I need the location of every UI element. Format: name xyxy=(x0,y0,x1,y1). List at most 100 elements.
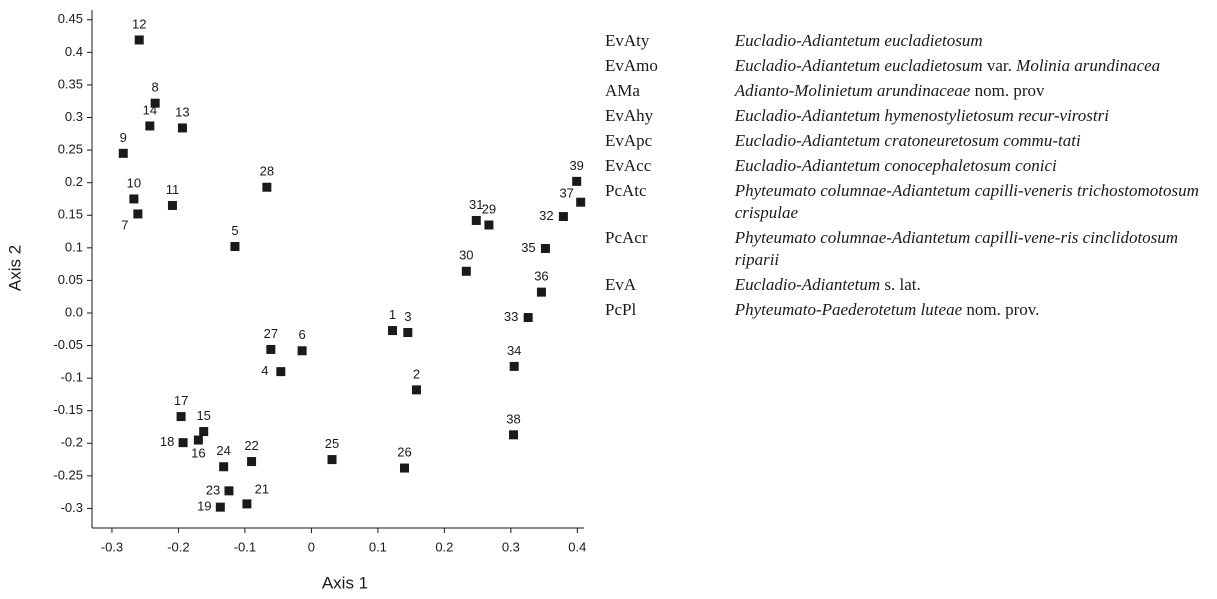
code: EvA xyxy=(605,275,637,294)
point-label: 36 xyxy=(534,269,548,284)
point-label: 39 xyxy=(569,158,583,173)
y-tick-label: 0.35 xyxy=(58,76,83,91)
point xyxy=(399,463,409,473)
description: Eucladio-Adiantetum conocephaletosum con… xyxy=(735,155,1215,180)
y-tick-label: 0.4 xyxy=(65,44,83,59)
y-tick-label: 0.15 xyxy=(58,207,83,222)
legend-row: EvAcc Eucladio-Adiantetum conocephaletosu… xyxy=(605,155,1215,180)
description: Phyteumato-Paederotetum luteae nom. prov… xyxy=(735,299,1215,324)
code: AMa xyxy=(605,81,640,100)
legend-row: EvAmo Eucladio-Adiantetum eucladietosum v… xyxy=(605,55,1215,80)
description-part: Molinia arundinacea xyxy=(1016,56,1161,75)
point xyxy=(572,176,582,186)
y-tick-label: 0.25 xyxy=(58,142,83,157)
point-label: 6 xyxy=(298,327,305,342)
point xyxy=(388,326,398,336)
y-tick-label: 0.05 xyxy=(58,272,83,287)
point-label: 12 xyxy=(132,16,146,31)
y-tick-label: 0.1 xyxy=(65,239,83,254)
code: PcAtc xyxy=(605,181,647,200)
point xyxy=(247,457,257,467)
point xyxy=(266,344,276,354)
description-part: Eucladio-Adiantetum xyxy=(734,275,881,294)
point-label: 31 xyxy=(469,197,483,212)
description-part: Phyteumato columnae-Adiantetum capilli-v… xyxy=(734,228,1179,269)
x-tick-label: 0.1 xyxy=(369,539,387,554)
point xyxy=(576,197,586,207)
point-label: 23 xyxy=(206,482,220,497)
point xyxy=(523,313,533,323)
legend-row: EvAty Eucladio-Adiantetum eucladietosum xyxy=(605,30,1215,55)
legend-table: EvAty Eucladio-Adiantetum eucladietosum Ev… xyxy=(605,30,1215,324)
y-tick-label: 0.2 xyxy=(65,174,83,189)
point xyxy=(178,438,188,448)
description-part: Eucladio-Adiantetum hymenostylietosum re… xyxy=(734,106,1109,125)
point-label: 21 xyxy=(255,481,269,496)
point-label: 8 xyxy=(152,80,159,95)
chart: Axis 1 Axis 2 0.450.40.350.30.250.20.150… xyxy=(5,10,586,592)
description-part: nom. prov. xyxy=(962,300,1040,319)
code: EvAcc xyxy=(605,156,652,175)
point xyxy=(471,215,481,225)
point-label: 5 xyxy=(231,223,238,238)
description: Eucladio-Adiantetum eucladietosum xyxy=(735,30,1215,55)
description: Eucladio-Adiantetum s. lat. xyxy=(735,274,1215,299)
x-tick-label: 0.3 xyxy=(502,539,520,554)
legend-row: PcAtc Phyteumato columnae-Adiantetum capi… xyxy=(605,180,1215,227)
description: Eucladio-Adiantetum cratoneuretosum comm… xyxy=(735,130,1215,155)
x-tick-label: 0.2 xyxy=(435,539,453,554)
point-label: 15 xyxy=(196,408,210,423)
point-label: 7 xyxy=(121,217,128,232)
point-label: 2 xyxy=(413,366,420,381)
description-part: var. xyxy=(982,56,1017,75)
legend-row: EvAhy Eucladio-Adiantetum hymenostylietos… xyxy=(605,105,1215,130)
point xyxy=(327,455,337,465)
point xyxy=(484,220,494,230)
point xyxy=(219,462,229,472)
point-label: 18 xyxy=(160,434,174,449)
point-label: 34 xyxy=(507,343,521,358)
point-label: 35 xyxy=(521,240,535,255)
point-label: 30 xyxy=(459,248,473,263)
point xyxy=(540,243,550,253)
description-part: Eucladio-Adiantetum eucladietosum xyxy=(734,56,983,75)
point-label: 32 xyxy=(539,208,553,223)
point-label: 3 xyxy=(404,309,411,324)
point-label: 19 xyxy=(197,499,211,514)
point xyxy=(230,242,240,252)
legend-row: PcPl Phyteumato-Paederotetum luteae nom. … xyxy=(605,299,1215,324)
point xyxy=(134,35,144,45)
point xyxy=(242,499,252,509)
point xyxy=(509,361,519,371)
code: EvAty xyxy=(605,31,650,50)
point xyxy=(129,194,139,204)
point-label: 17 xyxy=(174,393,188,408)
point-label: 13 xyxy=(175,104,189,119)
description: Phyteumato columnae-Adiantetum capilli-v… xyxy=(735,227,1215,274)
x-tick-label: 0 xyxy=(308,539,315,554)
x-axis-title: Axis 1 xyxy=(322,573,368,592)
legend-row: AMa Adianto-Molinietum arundinaceae nom. … xyxy=(605,80,1215,105)
point xyxy=(176,412,186,422)
point-label: 9 xyxy=(120,130,127,145)
point xyxy=(262,182,272,192)
point-label: 25 xyxy=(325,436,339,451)
x-tick-label: -0.3 xyxy=(101,539,123,554)
code: EvApc xyxy=(605,131,653,150)
y-tick-label: -0.3 xyxy=(61,500,83,515)
description: Phyteumato columnae-Adiantetum capilli-v… xyxy=(735,180,1215,227)
description-part: s. lat. xyxy=(880,275,921,294)
code: EvAmo xyxy=(605,56,658,75)
y-tick-label: -0.1 xyxy=(61,370,83,385)
point xyxy=(118,148,128,158)
point xyxy=(224,486,234,496)
description: Eucladio-Adiantetum eucladietosum var. M… xyxy=(735,55,1215,80)
y-tick-label: -0.2 xyxy=(61,435,83,450)
y-tick-label: 0.45 xyxy=(58,11,83,26)
legend-row: EvA Eucladio-Adiantetum s. lat. xyxy=(605,274,1215,299)
y-tick-label: -0.25 xyxy=(53,467,83,482)
point-label: 28 xyxy=(260,164,274,179)
point xyxy=(509,430,519,440)
description-part: Adianto-Molinietum arundinaceae xyxy=(734,81,971,100)
